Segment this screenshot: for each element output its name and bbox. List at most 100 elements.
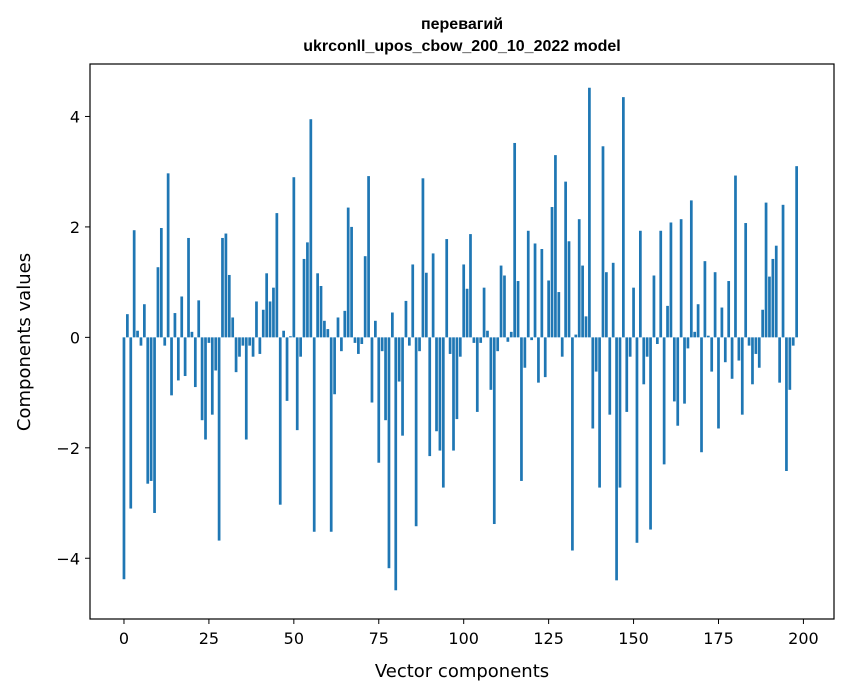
- bar-55: [309, 119, 313, 338]
- bar-46: [278, 337, 282, 505]
- bar-93: [438, 337, 442, 451]
- bar-90: [428, 337, 432, 457]
- bar-152: [639, 230, 642, 338]
- bar-17: [180, 296, 184, 338]
- bar-148: [625, 337, 629, 412]
- bar-81: [397, 337, 401, 382]
- bar-177: [723, 337, 727, 363]
- bar-82: [401, 337, 404, 436]
- y-axis-ticks: −4 −2 0 2 4: [56, 107, 90, 568]
- bar-42: [265, 273, 269, 338]
- bar-129: [560, 337, 564, 357]
- bar-169: [696, 304, 700, 338]
- bar-6: [143, 304, 146, 338]
- bar-84: [407, 337, 411, 346]
- bar-170: [700, 337, 703, 453]
- bar-142: [605, 272, 608, 338]
- bar-167: [689, 200, 693, 338]
- bar-96: [448, 337, 452, 354]
- bar-123: [540, 249, 544, 338]
- bar-141: [601, 146, 605, 338]
- bar-193: [778, 337, 781, 383]
- x-tick-label-50: 50: [284, 629, 304, 648]
- bar-156: [652, 275, 656, 338]
- bar-155: [649, 337, 652, 530]
- bar-74: [374, 320, 377, 338]
- bar-115: [513, 142, 517, 338]
- chart-title-line-2: ukrconll_upos_cbow_200_10_2022 model: [303, 38, 620, 55]
- y-tick-label-1: −2: [56, 439, 80, 458]
- bar-178: [727, 281, 731, 338]
- bar-77: [384, 337, 387, 421]
- bar-124: [543, 337, 547, 378]
- bar-45: [275, 213, 279, 338]
- bar-139: [594, 337, 598, 372]
- bar-110: [496, 337, 500, 352]
- bar-41: [261, 309, 265, 338]
- bar-135: [581, 265, 584, 338]
- bar-80: [394, 337, 398, 591]
- bar-132: [571, 337, 574, 551]
- bar-95: [445, 239, 449, 338]
- bar-154: [645, 337, 649, 357]
- bar-98: [455, 337, 459, 420]
- bar-172: [706, 335, 710, 338]
- bar-29: [221, 237, 224, 338]
- bar-127: [554, 155, 557, 338]
- bar-189: [764, 202, 768, 338]
- x-tick-label-175: 175: [703, 629, 734, 648]
- bar-69: [357, 337, 360, 354]
- bar-89: [424, 272, 428, 338]
- bar-186: [754, 337, 758, 354]
- bar-122: [537, 337, 540, 383]
- x-tick-label-150: 150: [618, 629, 649, 648]
- bar-75: [377, 337, 381, 463]
- bar-78: [387, 337, 391, 569]
- bar-183: [744, 223, 748, 338]
- bar-111: [499, 265, 503, 338]
- bar-22: [197, 300, 201, 338]
- bar-150: [632, 287, 635, 338]
- bar-83: [404, 300, 408, 338]
- bar-151: [635, 337, 639, 543]
- bar-102: [469, 234, 472, 338]
- bar-100: [462, 264, 466, 338]
- bar-72: [367, 176, 370, 338]
- bar-182: [740, 337, 744, 415]
- bar-140: [598, 337, 601, 488]
- x-tick-label-75: 75: [369, 629, 389, 648]
- bar-174: [713, 272, 717, 338]
- bar-86: [414, 337, 418, 527]
- bar-190: [768, 276, 771, 338]
- plot-area-frame: [89, 63, 835, 620]
- bar-176: [720, 307, 724, 338]
- bar-40: [258, 337, 262, 354]
- bar-57: [316, 273, 319, 338]
- bar-103: [472, 337, 476, 343]
- bar-4: [136, 330, 139, 338]
- bar-188: [761, 309, 765, 338]
- x-tick-label-100: 100: [448, 629, 479, 648]
- bar-8: [149, 337, 153, 481]
- bar-153: [642, 337, 646, 385]
- y-axis-label: Components values: [14, 253, 35, 431]
- bar-62: [333, 337, 336, 395]
- bar-54: [306, 242, 309, 338]
- bar-31: [227, 274, 231, 338]
- bar-73: [370, 337, 374, 403]
- bar-104: [475, 337, 479, 412]
- bar-118: [523, 337, 527, 368]
- bar-20: [190, 331, 194, 338]
- x-axis-label: Vector components: [375, 661, 549, 682]
- bar-107: [486, 330, 489, 338]
- bar-130: [564, 181, 567, 338]
- bar-108: [489, 337, 493, 390]
- bar-38: [251, 337, 255, 357]
- y-tick-label-2: 0: [70, 328, 80, 347]
- bar-196: [788, 337, 792, 390]
- x-tick-label-125: 125: [533, 629, 564, 648]
- x-tick-label-25: 25: [199, 629, 219, 648]
- bar-163: [676, 337, 680, 426]
- bar-87: [418, 337, 421, 352]
